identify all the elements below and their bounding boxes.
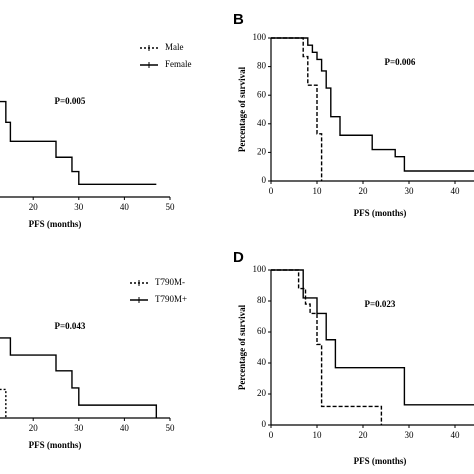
p-value: P=0.023 (365, 299, 396, 309)
panel: 0 10 20 30 40 0 20 40 60 80 100 Percentage of survi… (233, 249, 474, 466)
x-axis-title: PFS (months) (354, 456, 407, 466)
x-tick-label: 20 (29, 423, 39, 433)
x-tick-label: 50 (166, 202, 176, 212)
panel: 0 10 20 30 40 0 20 40 60 80 100 Percentage of survi… (233, 11, 474, 218)
x-tick-label: 40 (120, 202, 130, 212)
x-tick-label: 30 (405, 186, 415, 196)
survival-curve (271, 269, 383, 425)
x-tick-label: 30 (74, 423, 84, 433)
legend-label: T790M- (155, 277, 185, 287)
x-tick-label: 20 (29, 202, 39, 212)
y-tick-label: 40 (257, 357, 267, 367)
x-tick-label: 0 (269, 186, 274, 196)
survival-curve (0, 337, 158, 418)
y-tick-label: 20 (257, 388, 267, 398)
x-tick-label: 10 (313, 186, 323, 196)
panel: 20 30 40 50 PFS (months) P=0.043 T790M- T790M+ (0, 277, 187, 450)
y-tick-label: 20 (257, 146, 267, 156)
survival-curve (0, 100, 157, 185)
p-value: P=0.043 (55, 321, 86, 331)
panel-letter: D (233, 249, 244, 266)
y-tick-label: 100 (253, 32, 267, 42)
x-tick-label: 30 (405, 430, 415, 440)
y-axis-title: Percentage of survival (237, 304, 247, 390)
y-tick-label: 0 (262, 175, 267, 185)
p-value: P=0.006 (385, 57, 416, 67)
y-tick-label: 0 (262, 419, 267, 429)
x-axis-title: PFS (months) (29, 219, 82, 229)
legend-label: Female (165, 59, 192, 69)
x-tick-label: 30 (74, 202, 84, 212)
x-tick-label: 10 (313, 430, 323, 440)
x-tick-label: 40 (451, 186, 461, 196)
x-tick-label: 50 (166, 423, 176, 433)
y-tick-label: 60 (257, 89, 267, 99)
y-tick-label: 80 (257, 295, 267, 305)
x-tick-label: 20 (359, 430, 369, 440)
survival-curve (271, 37, 323, 181)
y-axis-title: Percentage of survival (237, 66, 247, 152)
y-tick-label: 40 (257, 118, 267, 128)
legend-label: Male (165, 42, 184, 52)
p-value: P=0.005 (55, 96, 86, 106)
y-tick-label: 100 (253, 264, 267, 274)
y-tick-label: 60 (257, 326, 267, 336)
x-axis-title: PFS (months) (29, 440, 82, 450)
x-tick-label: 40 (451, 430, 461, 440)
panel-letter: B (233, 11, 244, 28)
x-tick-label: 40 (120, 423, 130, 433)
survival-curve (0, 388, 7, 418)
legend-label: T790M+ (155, 294, 187, 304)
panel: 20 30 40 50 PFS (months) P=0.005 Male Female (0, 42, 192, 229)
x-tick-label: 20 (359, 186, 369, 196)
x-tick-label: 0 (269, 430, 274, 440)
survival-curve (271, 37, 474, 172)
survival-curve (271, 269, 474, 406)
x-axis-title: PFS (months) (354, 208, 407, 218)
y-tick-label: 80 (257, 61, 267, 71)
